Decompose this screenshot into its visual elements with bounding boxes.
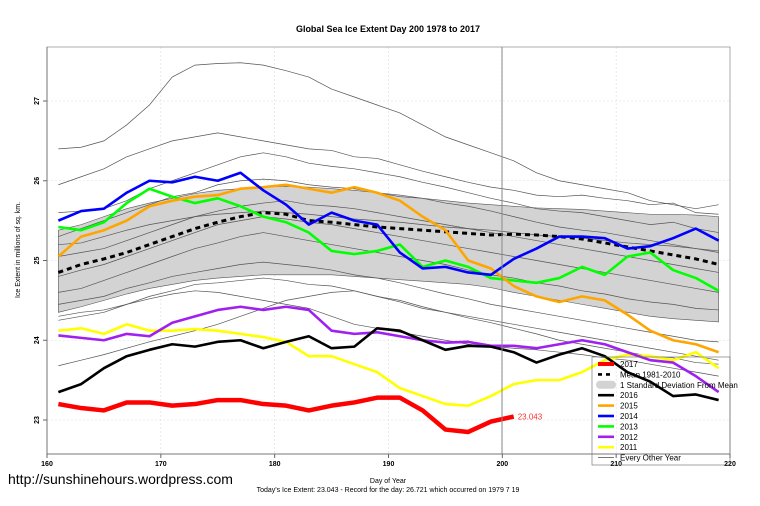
legend-label: Every Other Year — [620, 454, 681, 463]
legend-label: Mean 1981-2010 — [620, 370, 681, 379]
legend-item: 2012 — [598, 433, 638, 442]
series-line-2014 — [57, 171, 720, 277]
series-line-every-other-year — [58, 62, 719, 210]
legend-item: 2017 — [598, 360, 638, 369]
y-axis-label: Ice Extent in millions of sq. km. — [15, 202, 22, 298]
series-line-2013 — [58, 187, 720, 292]
series-line-mean-1981-2010 — [57, 211, 719, 274]
series-line-every-other-year — [58, 232, 719, 311]
watermark-url: http://sunshinehours.wordpress.com — [8, 471, 233, 487]
series-line-2016 — [57, 326, 719, 402]
x-axis-label: Day of Year — [370, 478, 407, 485]
series-line-every-other-year — [58, 290, 719, 367]
last-value-label: 23.043 — [518, 413, 543, 422]
std-band-layer — [58, 186, 719, 323]
x-tick-label: 160 — [41, 461, 53, 468]
legend-item: 1 Standard Deviation From Mean — [596, 380, 738, 390]
y-tick-label: 27 — [34, 97, 41, 105]
legend-label: 2011 — [620, 443, 638, 452]
series-line-2017 — [57, 395, 515, 435]
x-tick-label: 190 — [383, 461, 395, 468]
series-line-2015 — [57, 183, 720, 354]
legend-label: 2014 — [620, 412, 638, 421]
x-tick-label: 170 — [155, 461, 167, 468]
legend-label: 2012 — [620, 433, 638, 442]
legend-box — [591, 356, 731, 466]
chart-title: Global Sea Ice Extent Day 200 1978 to 20… — [296, 24, 480, 34]
series-line-every-other-year — [58, 261, 719, 343]
legend-item: 2013 — [598, 422, 638, 431]
chart-subtitle: Today's Ice Extent: 23.043 - Record for … — [257, 487, 520, 494]
series-line-every-other-year — [58, 277, 719, 361]
y-tick-label: 23 — [34, 416, 41, 424]
series-line-every-other-year — [58, 200, 719, 273]
y-tick-label: 25 — [34, 257, 41, 265]
legend-item: 2011 — [598, 443, 638, 452]
series-line-every-other-year — [58, 178, 719, 253]
y-tick-label: 26 — [34, 177, 41, 185]
x-tick-label: 180 — [269, 461, 281, 468]
y-tick-label: 24 — [34, 336, 41, 344]
series-line-2012 — [58, 305, 720, 394]
y-axis: 23 24 25 26 27 — [34, 47, 48, 454]
legend-item: 2016 — [598, 391, 638, 400]
legend-item: 2015 — [598, 402, 638, 411]
x-tick-label: 200 — [496, 461, 508, 468]
legend-label: 2016 — [620, 391, 638, 400]
legend-item: Mean 1981-2010 — [598, 370, 681, 379]
series-line-every-other-year — [58, 132, 719, 215]
x-tick-label: 210 — [610, 461, 622, 468]
legend-label: 2015 — [620, 402, 638, 411]
legend-item: Every Other Year — [598, 454, 681, 463]
std-deviation-band — [58, 186, 719, 323]
legend-item: 2014 — [598, 412, 638, 421]
legend-label: 1 Standard Deviation From Mean — [620, 381, 738, 390]
highlighted-year-lines — [57, 171, 720, 435]
legend-label: 2013 — [620, 422, 638, 431]
legend-label: 2017 — [620, 360, 638, 369]
legend-swatch — [596, 380, 616, 389]
